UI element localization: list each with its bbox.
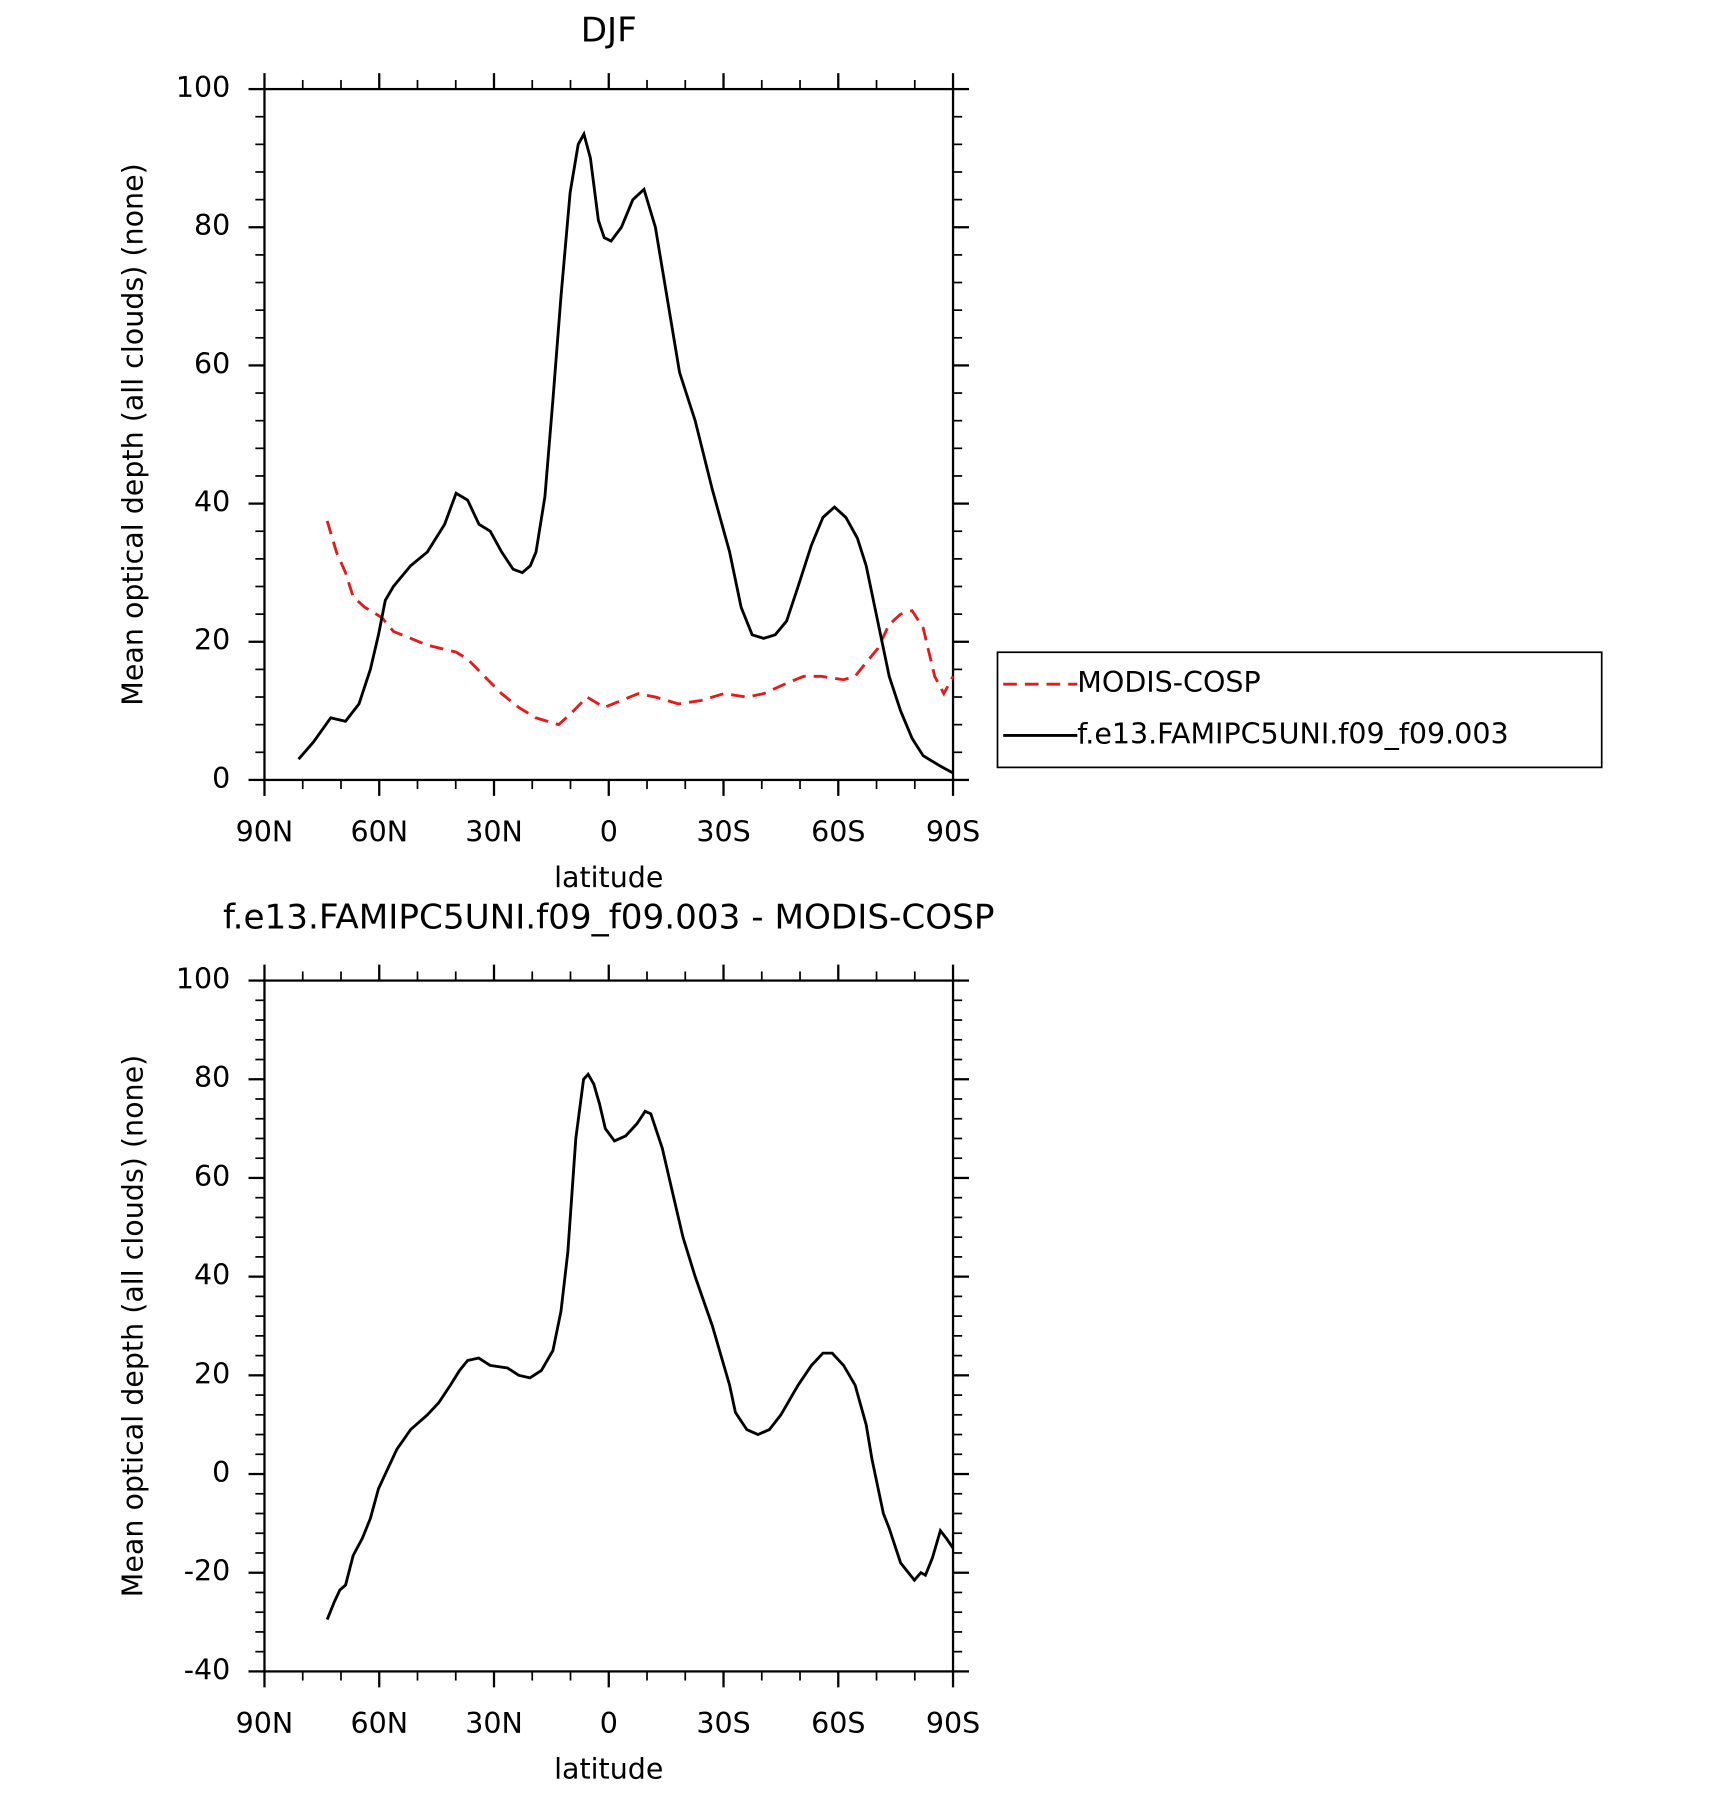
data-line xyxy=(297,130,954,775)
x-axis-label: latitude xyxy=(554,861,663,894)
x-tick-label: 60S xyxy=(811,1707,865,1740)
x-tick-label: 90S xyxy=(926,1707,980,1740)
y-tick-label: 40 xyxy=(194,1259,230,1292)
y-tick-label: 100 xyxy=(176,71,230,104)
x-tick-label: 60S xyxy=(811,816,865,849)
chart-title: DJF xyxy=(581,11,637,51)
y-tick-label: 80 xyxy=(194,1061,230,1094)
x-tick-label: 30N xyxy=(465,1707,523,1740)
y-axis-label: Mean optical depth (all clouds) (none) xyxy=(117,163,150,705)
legend-label: f.e13.FAMIPC5UNI.f09_f09.003 xyxy=(1077,717,1508,750)
chart-title: f.e13.FAMIPC5UNI.f09_f09.003 - MODIS-COS… xyxy=(223,898,994,938)
y-tick-label: 0 xyxy=(212,762,230,795)
x-axis-label: latitude xyxy=(554,1753,663,1786)
x-tick-label: 60N xyxy=(350,816,408,849)
legend-label: MODIS-COSP xyxy=(1077,666,1260,699)
y-tick-label: -40 xyxy=(184,1653,231,1686)
legend-box xyxy=(996,651,1603,769)
data-line xyxy=(325,1071,955,1621)
y-tick-label: 80 xyxy=(194,209,230,242)
data-line xyxy=(325,520,955,727)
x-tick-label: 0 xyxy=(600,1707,618,1740)
plot-frame xyxy=(263,87,955,782)
plot-frame xyxy=(263,979,955,1673)
x-tick-label: 30N xyxy=(465,816,523,849)
x-tick-label: 90N xyxy=(236,816,294,849)
y-tick-label: 0 xyxy=(212,1456,230,1489)
y-tick-label: 100 xyxy=(176,963,230,996)
x-tick-label: 0 xyxy=(600,816,618,849)
y-tick-label: 20 xyxy=(194,624,230,657)
y-axis-label: Mean optical depth (all clouds) (none) xyxy=(117,1055,150,1597)
y-tick-label: 60 xyxy=(194,1160,230,1193)
x-tick-label: 90N xyxy=(236,1707,294,1740)
y-tick-label: 40 xyxy=(194,486,230,519)
x-tick-label: 30S xyxy=(696,1707,750,1740)
x-tick-label: 60N xyxy=(350,1707,408,1740)
x-tick-label: 30S xyxy=(696,816,750,849)
x-tick-label: 90S xyxy=(926,816,980,849)
y-tick-label: -20 xyxy=(184,1555,231,1588)
y-tick-label: 60 xyxy=(194,347,230,380)
y-tick-label: 20 xyxy=(194,1357,230,1390)
